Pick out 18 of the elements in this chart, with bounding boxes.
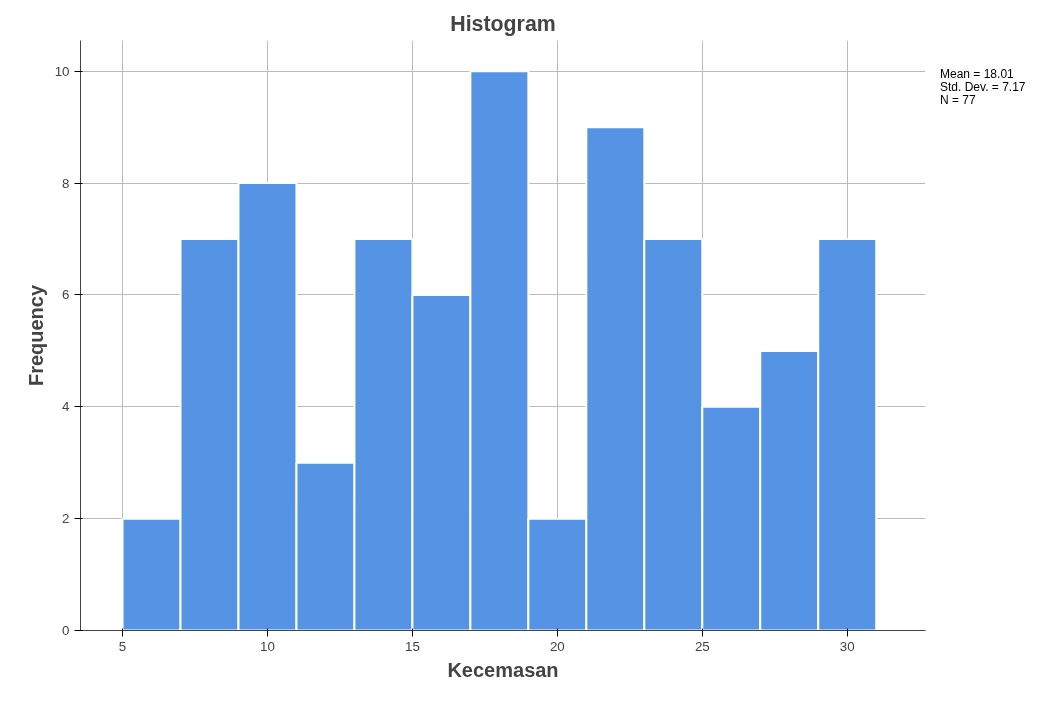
y-tick-label: 10	[54, 63, 70, 79]
chart-title: Histogram	[450, 11, 556, 36]
x-tick-label: 20	[549, 638, 565, 654]
y-tick-label: 6	[62, 287, 70, 303]
y-tick-label: 2	[62, 511, 70, 527]
x-axis-title: Kecemasan	[447, 658, 559, 681]
text: N = 77	[940, 93, 976, 107]
y-tick-label: 8	[62, 175, 70, 191]
text: Std. Dev. = 7.17	[940, 80, 1026, 94]
y-tick-label: 4	[62, 399, 71, 415]
y-axis-title: Frequency	[24, 284, 47, 387]
x-tick-label: 15	[405, 638, 420, 654]
x-tick-label: 5	[118, 638, 127, 654]
y-tick-label: 0	[62, 623, 70, 638]
x-tick-label: 25	[694, 638, 710, 654]
x-tick-label: 10	[260, 638, 275, 654]
x-tick-label: 30	[839, 638, 855, 654]
text: Mean = 18.01	[940, 67, 1014, 81]
